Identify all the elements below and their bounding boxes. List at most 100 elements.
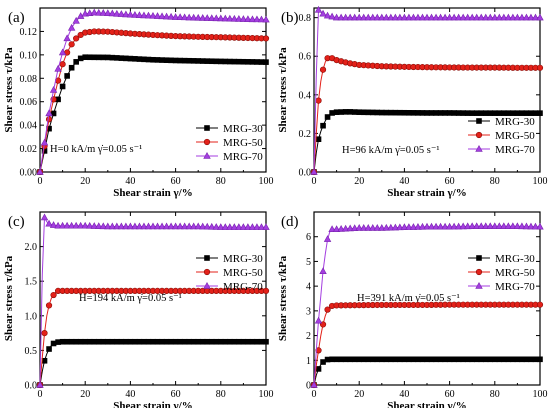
data-point bbox=[324, 306, 331, 313]
legend-label: MRG-70 bbox=[495, 144, 535, 156]
data-point bbox=[64, 73, 70, 79]
condition-annotation: H=96 kA/m γ̇=0.05 s⁻¹ bbox=[342, 145, 440, 156]
x-tick-label: 0 bbox=[38, 389, 43, 400]
legend-marker bbox=[203, 268, 211, 276]
data-point bbox=[212, 14, 220, 22]
data-point bbox=[113, 222, 121, 230]
data-point bbox=[391, 13, 400, 21]
data-point bbox=[450, 13, 458, 21]
data-point bbox=[217, 14, 225, 22]
series-line bbox=[313, 358, 540, 386]
legend-label: MRG-30 bbox=[223, 253, 263, 265]
data-point bbox=[58, 48, 67, 56]
data-point bbox=[90, 222, 98, 229]
y-axis-title: Shear stress τ/kPa bbox=[3, 255, 15, 341]
data-point bbox=[235, 223, 243, 230]
data-point bbox=[319, 267, 327, 275]
data-point bbox=[382, 13, 391, 21]
data-point bbox=[149, 222, 157, 230]
x-tick-label: 0 bbox=[312, 176, 317, 187]
data-point bbox=[445, 13, 454, 21]
data-point bbox=[180, 13, 189, 21]
panel-label: (d) bbox=[281, 214, 299, 230]
series-line bbox=[39, 290, 266, 386]
data-point bbox=[194, 222, 202, 230]
y-tick-label: 0.08 bbox=[20, 74, 38, 85]
data-point bbox=[409, 223, 418, 230]
data-point bbox=[441, 222, 449, 230]
data-point bbox=[122, 222, 130, 230]
data-point bbox=[346, 224, 354, 232]
data-point bbox=[185, 222, 193, 230]
legend-marker bbox=[475, 144, 483, 152]
legend-label: MRG-70 bbox=[223, 281, 263, 293]
series-mrg-30 bbox=[37, 338, 269, 388]
data-point bbox=[58, 221, 67, 229]
data-point bbox=[427, 222, 436, 230]
data-point bbox=[76, 221, 85, 229]
data-point bbox=[73, 59, 79, 65]
legend-label: MRG-30 bbox=[223, 123, 263, 135]
data-point bbox=[131, 11, 139, 18]
data-point bbox=[418, 13, 427, 21]
data-point bbox=[500, 222, 508, 230]
data-point bbox=[432, 222, 440, 230]
data-point bbox=[257, 15, 266, 23]
data-point bbox=[199, 222, 207, 230]
data-point bbox=[315, 366, 322, 372]
data-point bbox=[491, 222, 499, 230]
data-point bbox=[319, 9, 327, 17]
data-point bbox=[41, 357, 48, 364]
data-point bbox=[158, 222, 166, 230]
y-tick-label: 0.02 bbox=[20, 144, 38, 155]
x-tick-label: 80 bbox=[490, 176, 500, 187]
data-point bbox=[104, 222, 112, 230]
x-tick-label: 40 bbox=[125, 389, 135, 400]
data-point bbox=[117, 222, 126, 230]
y-tick-label: 5 bbox=[306, 257, 311, 268]
data-point bbox=[518, 13, 526, 21]
data-point bbox=[99, 9, 107, 16]
series-mrg-30 bbox=[37, 54, 269, 175]
condition-annotation: H=391 kA/m γ̇=0.05 s⁻¹ bbox=[357, 293, 460, 304]
series-mrg-30 bbox=[311, 109, 543, 175]
data-point bbox=[346, 13, 354, 21]
data-point bbox=[436, 13, 445, 21]
series-mrg-70 bbox=[310, 222, 544, 388]
data-point bbox=[387, 223, 395, 231]
data-point bbox=[149, 11, 157, 19]
data-point bbox=[355, 224, 363, 231]
data-point bbox=[244, 223, 252, 230]
x-tick-label: 60 bbox=[171, 176, 181, 187]
data-point bbox=[108, 9, 117, 17]
data-point bbox=[454, 222, 463, 230]
data-point bbox=[117, 10, 126, 17]
data-point bbox=[63, 221, 71, 229]
data-point bbox=[513, 13, 522, 21]
data-point bbox=[314, 316, 323, 324]
data-point bbox=[180, 222, 189, 230]
data-point bbox=[350, 224, 359, 232]
data-point bbox=[450, 222, 458, 230]
data-point bbox=[323, 11, 332, 19]
data-point bbox=[332, 13, 341, 21]
data-point bbox=[423, 222, 431, 230]
data-point bbox=[140, 222, 148, 230]
data-point bbox=[203, 222, 211, 230]
y-tick-label: 0.6 bbox=[299, 52, 312, 63]
condition-annotation: H=194 kA/m γ̇=0.05 s⁻¹ bbox=[79, 293, 182, 304]
x-tick-label: 100 bbox=[533, 176, 548, 187]
data-point bbox=[319, 66, 327, 73]
data-point bbox=[459, 13, 467, 21]
y-tick-label: 0.5 bbox=[25, 346, 38, 357]
data-point bbox=[315, 97, 322, 104]
series-mrg-70 bbox=[36, 213, 270, 388]
y-tick-label: 2 bbox=[306, 331, 311, 342]
data-point bbox=[405, 223, 413, 230]
data-point bbox=[310, 380, 318, 388]
data-point bbox=[378, 13, 386, 21]
data-point bbox=[400, 13, 409, 21]
data-point bbox=[373, 224, 381, 231]
data-point bbox=[527, 13, 535, 21]
